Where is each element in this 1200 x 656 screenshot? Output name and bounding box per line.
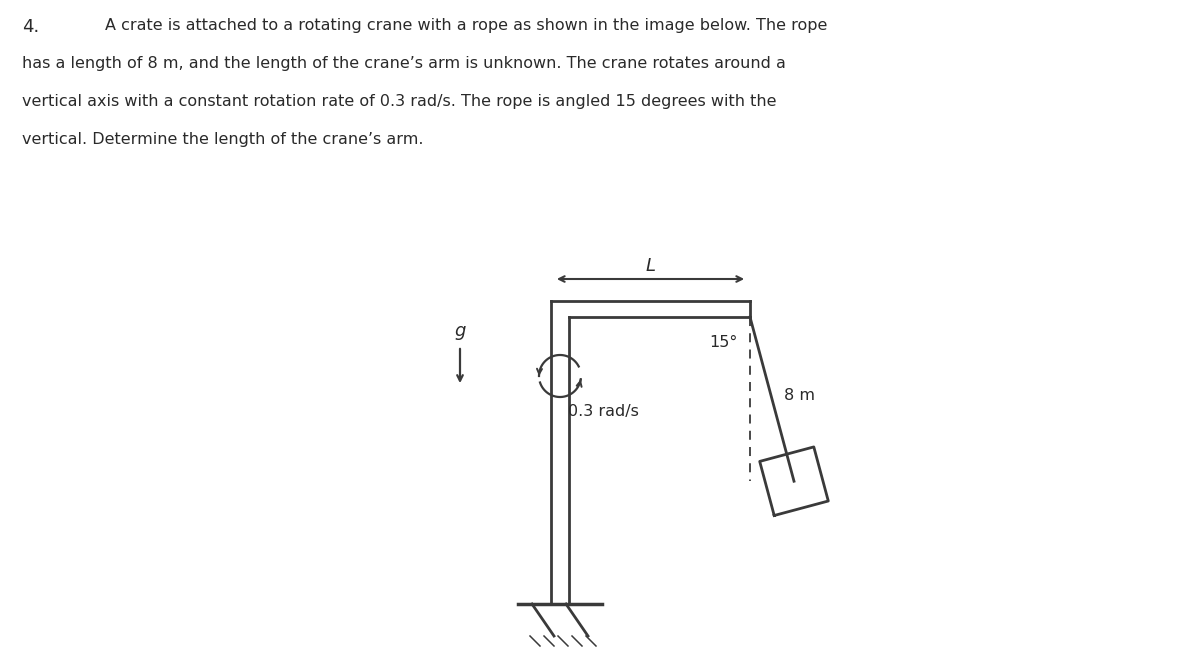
Text: g: g (455, 322, 466, 340)
Text: L: L (646, 257, 655, 275)
Text: vertical axis with a constant rotation rate of 0.3 rad/s. The rope is angled 15 : vertical axis with a constant rotation r… (22, 94, 776, 109)
Text: 4.: 4. (22, 18, 40, 36)
Text: vertical. Determine the length of the crane’s arm.: vertical. Determine the length of the cr… (22, 132, 424, 147)
Text: has a length of 8 m, and the length of the crane’s arm is unknown. The crane rot: has a length of 8 m, and the length of t… (22, 56, 786, 71)
Text: 15°: 15° (709, 335, 738, 350)
Text: 0.3 rad/s: 0.3 rad/s (568, 404, 638, 419)
Text: A crate is attached to a rotating crane with a rope as shown in the image below.: A crate is attached to a rotating crane … (106, 18, 827, 33)
Text: 8 m: 8 m (784, 388, 815, 403)
